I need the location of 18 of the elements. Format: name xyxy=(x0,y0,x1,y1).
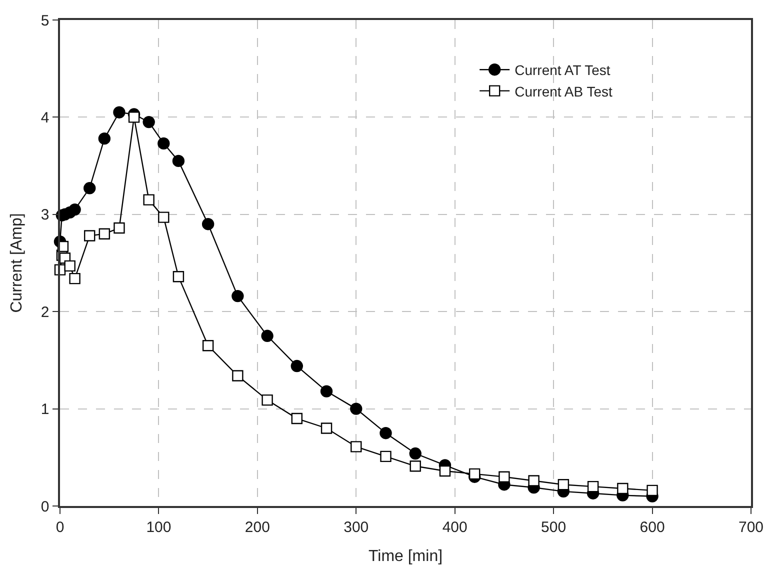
y-tick-label: 0 xyxy=(40,498,50,516)
x-tick-label: 300 xyxy=(344,518,369,536)
x-tick-label: 700 xyxy=(738,518,764,536)
x-tick-label: 0 xyxy=(56,518,64,536)
y-tick-label: 5 xyxy=(40,12,50,30)
y-axis-title: Current [Amp] xyxy=(8,213,26,313)
x-axis-title: Time [min] xyxy=(368,548,443,565)
x-tick-label: 200 xyxy=(244,518,270,536)
x-tick-label: 100 xyxy=(146,518,172,536)
legend-label: Current AT Test xyxy=(514,62,610,78)
x-tick-label: 500 xyxy=(541,518,566,536)
y-tick-label: 4 xyxy=(40,109,50,126)
y-tick-label: 1 xyxy=(40,401,50,418)
y-tick-label: 3 xyxy=(40,206,50,224)
x-tick-label: 400 xyxy=(442,518,468,536)
y-tick-label: 2 xyxy=(40,304,50,321)
legend-label: Current AB Test xyxy=(514,83,612,100)
x-tick-label: 600 xyxy=(640,518,665,536)
